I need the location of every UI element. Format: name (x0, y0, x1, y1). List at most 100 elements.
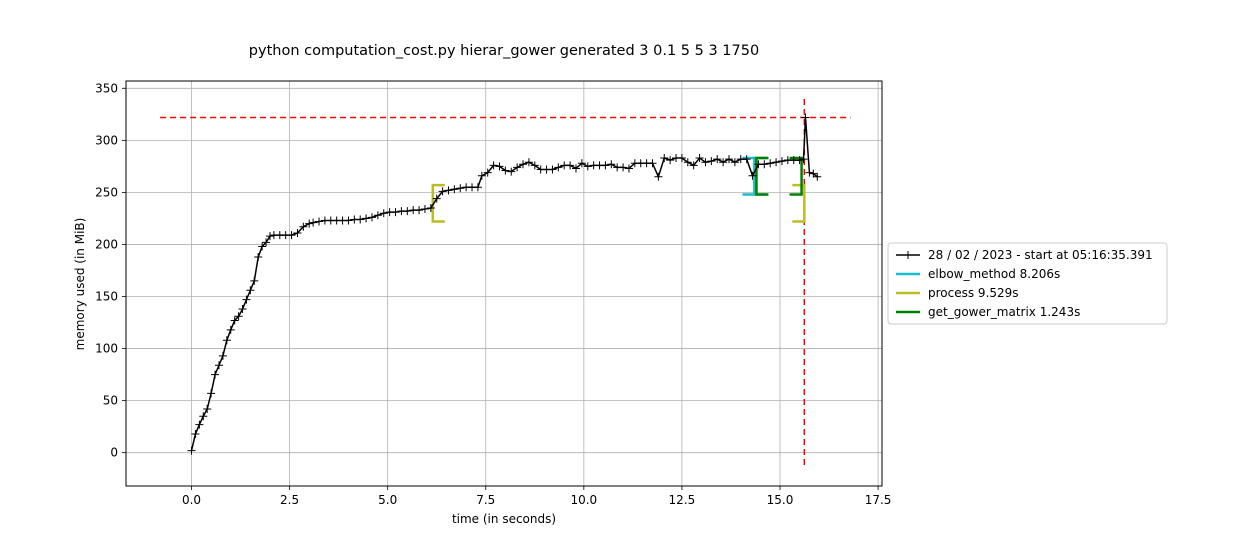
data-point (242, 295, 251, 304)
data-point (258, 242, 267, 251)
data-point (583, 162, 592, 171)
data-point (489, 161, 498, 170)
data-point (548, 165, 557, 174)
data-point (203, 404, 212, 413)
data-point (293, 229, 302, 238)
data-point (571, 164, 580, 173)
data-point (426, 204, 435, 213)
legend-label: process 9.529s (928, 286, 1019, 300)
data-point (648, 159, 657, 168)
data-point (477, 171, 486, 180)
data-point (391, 208, 400, 217)
data-point (367, 213, 376, 222)
x-tick-label: 2.5 (280, 493, 299, 507)
y-tick-label: 200 (95, 237, 118, 251)
data-point (262, 238, 271, 247)
data-point (238, 305, 247, 314)
data-point (707, 157, 716, 166)
data-point (344, 216, 353, 225)
data-point (730, 158, 739, 167)
data-point (619, 163, 628, 172)
x-tick-label: 15.0 (767, 493, 794, 507)
data-point (813, 172, 822, 181)
data-point (195, 420, 204, 429)
legend-entry: 28 / 02 / 2023 - start at 05:16:35.391 (896, 248, 1153, 262)
data-point (207, 389, 216, 398)
x-tick-label: 7.5 (476, 493, 495, 507)
data-point (199, 412, 208, 421)
data-point (246, 286, 255, 295)
legend-label: elbow_method 8.206s (928, 267, 1060, 281)
x-tick-label: 12.5 (669, 493, 696, 507)
data-point (766, 159, 775, 168)
data-point (187, 446, 196, 455)
data-point (524, 158, 533, 167)
y-tick-label: 150 (95, 290, 118, 304)
data-point (713, 155, 722, 164)
data-point (513, 163, 522, 172)
function-brackets (431, 156, 806, 223)
legend-entry: process 9.529s (896, 286, 1019, 300)
data-point (742, 155, 751, 164)
data-point (795, 156, 804, 165)
data-point (624, 164, 633, 173)
grid (126, 81, 882, 486)
data-point (438, 187, 447, 196)
data-point (362, 214, 371, 223)
x-axis-label: time (in seconds) (452, 512, 556, 526)
data-point (222, 336, 231, 345)
data-point (683, 158, 692, 167)
y-tick-label: 350 (95, 81, 118, 95)
x-tick-label: 10.0 (570, 493, 597, 507)
x-axis: 0.0 2.5 5.0 7.5 10.0 12.5 15.0 17.5 (182, 486, 891, 507)
data-point (760, 160, 769, 169)
data-point (554, 163, 563, 172)
series-layer (187, 113, 822, 455)
data-point (666, 156, 675, 165)
data-point (654, 172, 663, 181)
y-tick-label: 100 (95, 342, 118, 356)
data-point (226, 325, 235, 334)
bracket-end (789, 156, 803, 196)
bracket-start (431, 183, 445, 223)
x-tick-label: 5.0 (378, 493, 397, 507)
data-point (315, 217, 324, 226)
x-tick-label: 17.5 (865, 493, 892, 507)
data-point (530, 161, 539, 170)
data-point (299, 222, 308, 231)
data-point (719, 158, 728, 167)
data-point (230, 316, 239, 325)
data-point (483, 168, 492, 177)
data-point (214, 361, 223, 370)
y-axis-label: memory used (in MiB) (73, 218, 87, 351)
data-point (234, 312, 243, 321)
plot-frame (125, 80, 883, 487)
data-point (379, 209, 388, 218)
bracket-end (792, 183, 806, 223)
data-point (415, 206, 424, 215)
data-point (456, 184, 465, 193)
data-point (566, 161, 575, 170)
x-tick-label: 0.0 (182, 493, 201, 507)
data-point (801, 113, 810, 122)
data-point (577, 159, 586, 168)
data-point (695, 154, 704, 163)
chart-title: python computation_cost.py hierar_gower … (249, 43, 759, 59)
bracket-end (742, 156, 756, 196)
data-point (403, 207, 412, 216)
data-point (748, 171, 757, 180)
legend-label: 28 / 02 / 2023 - start at 05:16:35.391 (928, 248, 1153, 262)
data-point (211, 370, 220, 379)
data-point (305, 219, 314, 228)
data-point (356, 215, 365, 224)
y-tick-label: 50 (103, 394, 118, 408)
data-point (660, 154, 669, 163)
data-point (218, 351, 227, 360)
data-point (444, 186, 453, 195)
legend-box (887, 242, 1168, 325)
data-point (501, 166, 510, 175)
data-point (777, 157, 786, 166)
data-point (772, 158, 781, 167)
data-point (254, 252, 263, 261)
data-point (495, 162, 504, 171)
